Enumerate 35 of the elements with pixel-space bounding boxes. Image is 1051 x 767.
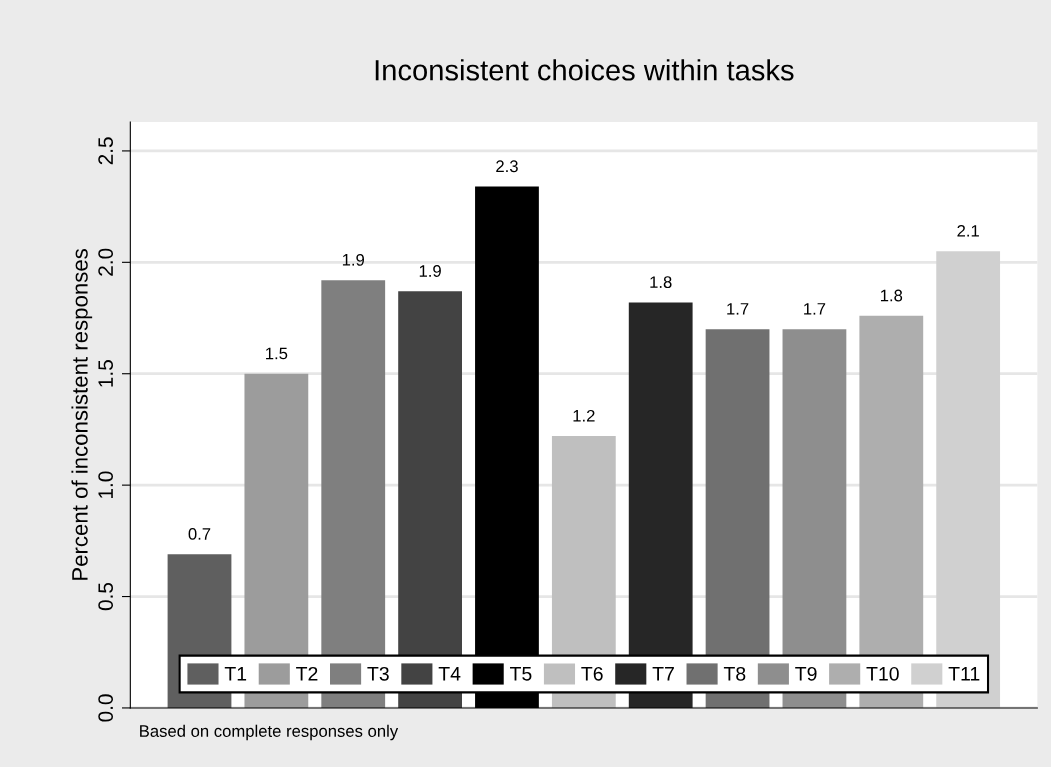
data-label: 1.5 xyxy=(266,347,288,360)
legend-label: T6 xyxy=(581,666,603,681)
y-tick-label: 2.0 xyxy=(98,248,114,276)
bar xyxy=(628,302,693,708)
bar xyxy=(859,315,924,708)
y-tick-label: 0.0 xyxy=(98,694,114,722)
legend-label: T3 xyxy=(367,666,389,681)
legend-label: T4 xyxy=(438,667,461,681)
text: Based on complete responses only xyxy=(140,724,399,741)
chart-title: Inconsistent choices within tasks xyxy=(375,59,794,81)
legend-label: T8 xyxy=(723,666,746,681)
y-tick-label: 1.5 xyxy=(98,360,114,387)
y-tick-label: 1.0 xyxy=(98,471,114,499)
data-label: 0.7 xyxy=(188,528,211,540)
legend-label: T7 xyxy=(652,667,674,681)
legend-label: T9 xyxy=(795,666,817,681)
legend-label: T11 xyxy=(948,667,980,681)
data-label: 1.8 xyxy=(650,276,672,289)
legend-label: T10 xyxy=(866,666,899,681)
legend-label: T2 xyxy=(296,666,318,681)
bar xyxy=(398,291,462,708)
y-tick-label: 0.5 xyxy=(98,582,114,611)
bar xyxy=(936,251,1001,708)
legend-label: T5 xyxy=(510,667,532,681)
y-axis-title: Percent of inconsistent responses xyxy=(71,248,93,580)
y-tick-label: 2.5 xyxy=(98,137,114,165)
data-label: 2.1 xyxy=(957,224,979,237)
data-label: 1.9 xyxy=(419,265,441,277)
data-label: 1.7 xyxy=(804,303,826,315)
data-label: 1.2 xyxy=(573,409,595,422)
data-label: 1.8 xyxy=(880,289,903,302)
data-label: 1.9 xyxy=(342,253,365,266)
legend-label: T1 xyxy=(224,667,247,681)
data-label: 1.7 xyxy=(727,303,749,315)
data-label: 2.3 xyxy=(496,160,518,173)
